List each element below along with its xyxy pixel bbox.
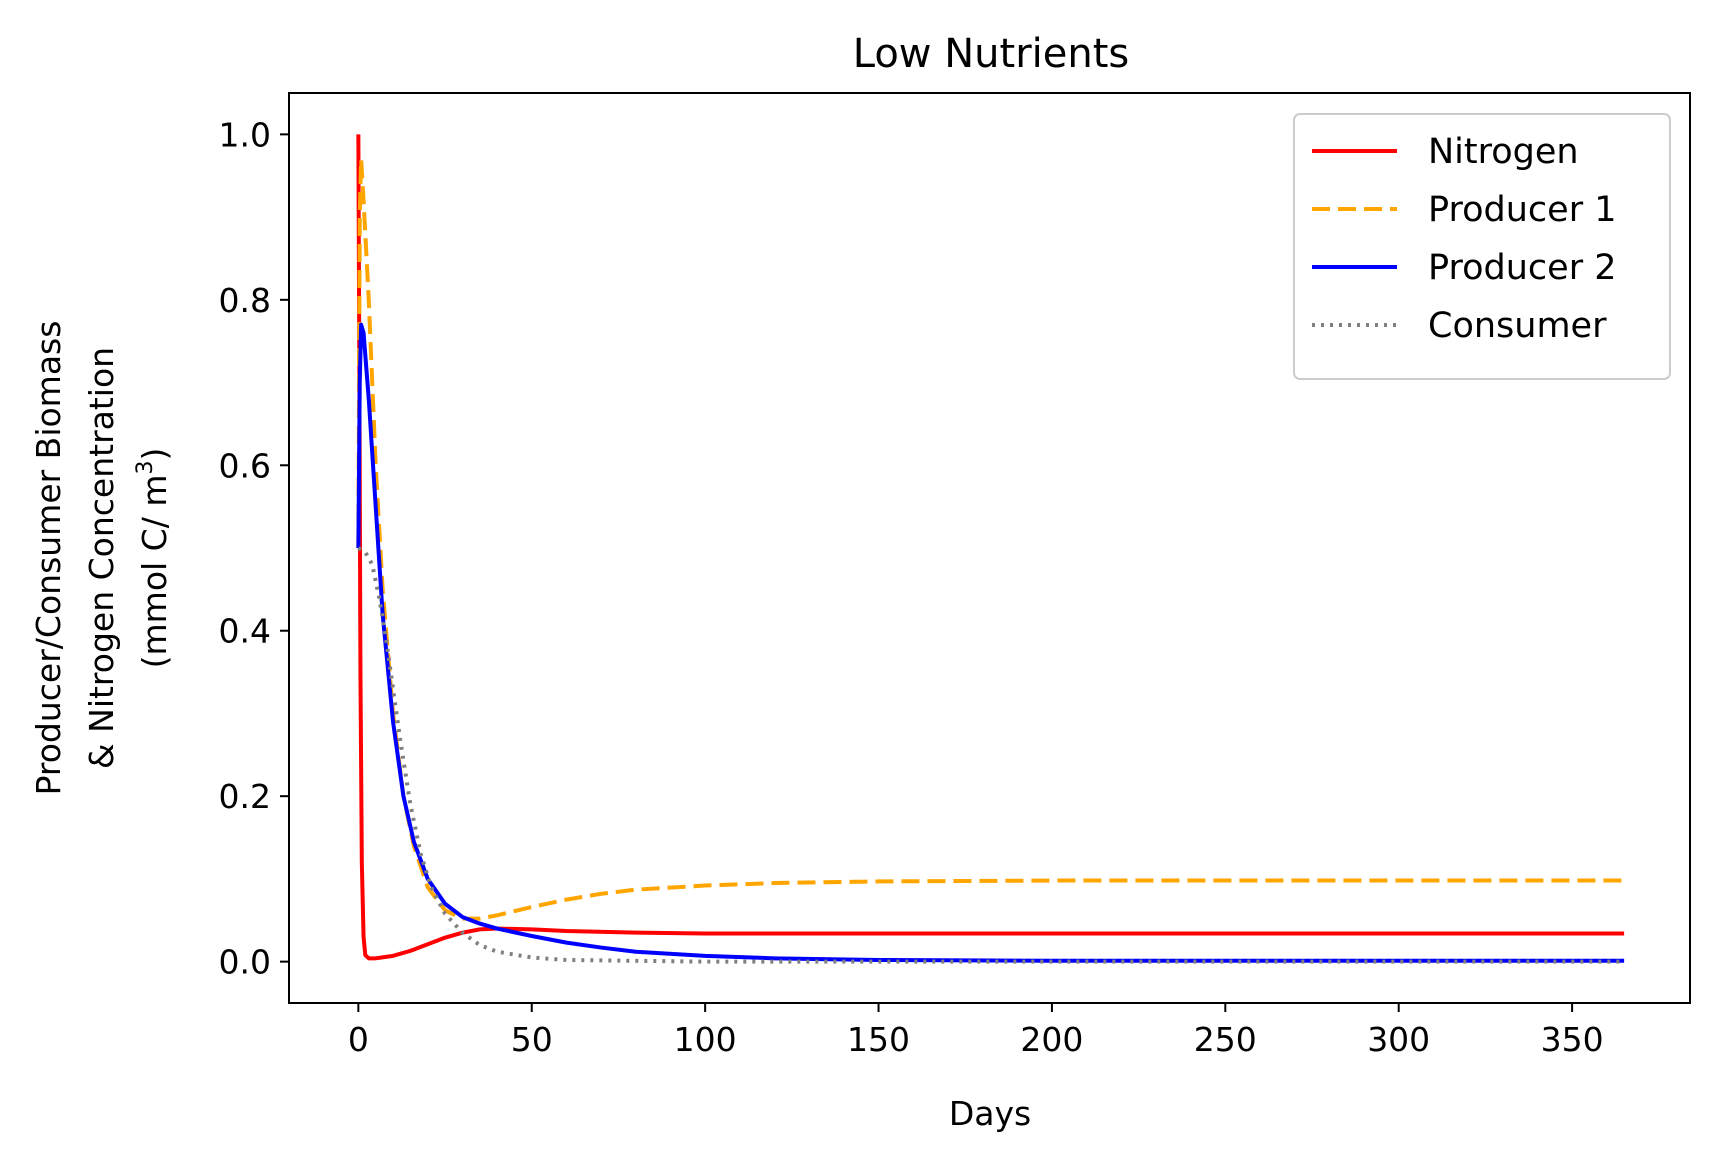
x-tick-label: 50	[511, 1020, 553, 1059]
y-axis-unit-superscript: 3	[133, 461, 158, 475]
legend-box	[1293, 113, 1671, 380]
y-tick-label: 0.0	[219, 943, 271, 982]
y-tick-label: 0.8	[219, 281, 271, 320]
series-line-nitrogen	[356, 134, 1625, 961]
legend-label: Consumer	[1428, 306, 1607, 346]
y-tick-label: 1.0	[219, 115, 271, 154]
x-tick-label: 0	[348, 1020, 369, 1059]
x-tick-label: 250	[1194, 1020, 1257, 1059]
x-tick-label: 300	[1367, 1020, 1430, 1059]
x-axis-title: Days	[949, 1094, 1031, 1133]
series-layer	[356, 134, 1625, 964]
axes-frame	[288, 92, 1691, 1004]
y-axis: 0.0 0.2 0.4 0.6 0.8 1.0	[219, 115, 289, 982]
y-axis-title-unit: (mmol C/ m3)	[133, 448, 174, 669]
y-tick-label: 0.2	[219, 777, 271, 816]
legend-label: Nitrogen	[1428, 132, 1579, 172]
x-tick-label: 350	[1541, 1020, 1604, 1059]
y-tick-label: 0.4	[219, 612, 271, 651]
y-axis-title-line-1: Producer/Consumer Biomass	[29, 321, 68, 796]
y-axis-title-line-2: & Nitrogen Concentration	[82, 347, 121, 769]
x-axis: 0 50 100 150 200 250 300 350	[348, 1003, 1604, 1059]
y-axis-unit-suffix: )	[135, 448, 174, 461]
x-tick-label: 150	[847, 1020, 910, 1059]
x-tick-label: 200	[1020, 1020, 1083, 1059]
legend: Nitrogen Producer 1 Producer 2 Consumer	[1293, 113, 1671, 380]
x-tick-label: 100	[674, 1020, 737, 1059]
legend-label: Producer 2	[1428, 248, 1616, 288]
y-tick-label: 0.6	[219, 446, 271, 485]
legend-label: Producer 1	[1428, 190, 1616, 230]
series-line-consumer	[357, 546, 1625, 964]
chart-title: Low Nutrients	[853, 31, 1129, 77]
y-axis-unit-prefix: (mmol C/ m	[135, 475, 174, 669]
